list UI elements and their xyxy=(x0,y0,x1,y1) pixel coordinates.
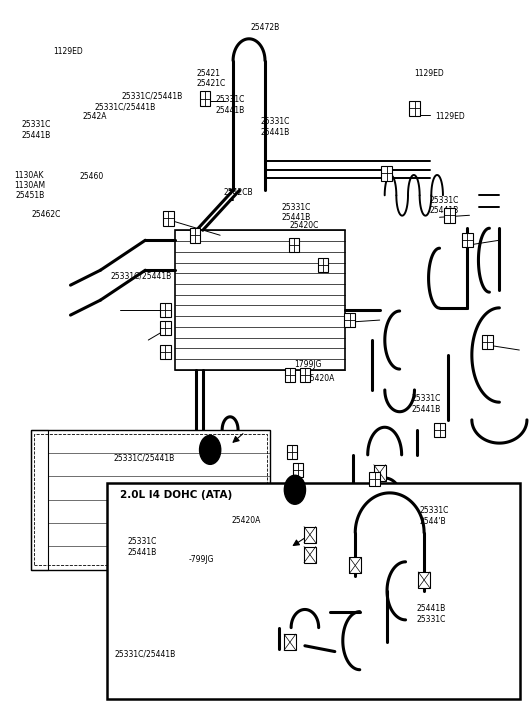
Bar xyxy=(160,321,170,335)
Text: 25331C
25441B: 25331C 25441B xyxy=(411,395,441,414)
Bar xyxy=(409,101,420,116)
Text: 25460: 25460 xyxy=(79,172,104,181)
Bar xyxy=(349,558,361,574)
Bar xyxy=(444,208,455,222)
Bar xyxy=(418,572,430,588)
Text: 25331C
25441B: 25331C 25441B xyxy=(128,537,157,557)
Bar xyxy=(190,228,201,243)
Bar xyxy=(318,258,328,273)
Bar xyxy=(287,445,297,459)
Text: 25331C
25441B: 25331C 25441B xyxy=(281,203,311,222)
Text: 25331C/25441B: 25331C/25441B xyxy=(115,649,176,658)
Bar xyxy=(434,422,445,437)
Bar xyxy=(293,462,303,477)
Text: 25331C/25441B: 25331C/25441B xyxy=(113,454,174,462)
Bar xyxy=(345,313,355,327)
Bar xyxy=(160,303,170,318)
Bar xyxy=(160,345,170,359)
Text: 25421
25421C: 25421 25421C xyxy=(196,68,226,88)
Bar xyxy=(381,166,392,180)
Text: 25331C/25441B: 25331C/25441B xyxy=(110,272,172,281)
Circle shape xyxy=(284,475,305,505)
Text: A: A xyxy=(292,485,298,494)
Bar xyxy=(34,434,267,566)
Bar xyxy=(304,526,316,542)
Text: 25420C: 25420C xyxy=(289,221,319,230)
Text: 1129ED: 1129ED xyxy=(414,69,443,78)
Bar xyxy=(462,233,473,247)
Bar xyxy=(31,430,48,570)
Text: 25462C: 25462C xyxy=(31,209,61,219)
Text: 25331C/25441B: 25331C/25441B xyxy=(122,92,183,101)
Text: A: A xyxy=(207,446,213,454)
Bar xyxy=(482,335,493,349)
Text: 25331C
25441B: 25331C 25441B xyxy=(22,120,52,140)
Bar xyxy=(299,368,310,382)
Bar xyxy=(285,368,295,382)
Bar xyxy=(200,92,210,105)
Text: 1130AK
1130AM: 1130AK 1130AM xyxy=(14,171,45,190)
Text: 1129ED: 1129ED xyxy=(435,112,465,121)
Bar xyxy=(304,547,316,563)
Text: 25331C
25441B: 25331C 25441B xyxy=(430,196,459,215)
Text: 25472B: 25472B xyxy=(251,23,280,32)
Text: 25331C
2544'B: 25331C 2544'B xyxy=(419,506,449,526)
Text: 25441B
25331C: 25441B 25331C xyxy=(416,604,446,624)
Text: 25331C
25441B: 25331C 25441B xyxy=(260,117,289,137)
Text: 25331C/25441B: 25331C/25441B xyxy=(95,103,156,112)
Bar xyxy=(31,430,270,570)
Bar xyxy=(374,465,386,481)
Bar xyxy=(289,238,299,252)
Text: 25420A: 25420A xyxy=(305,374,335,382)
Bar xyxy=(163,211,174,225)
Text: 25331C
25441B: 25331C 25441B xyxy=(215,95,245,115)
Bar xyxy=(107,483,520,699)
Bar xyxy=(370,472,380,486)
Text: -799JG: -799JG xyxy=(189,555,214,564)
Text: 2.0L I4 DOHC (ATA): 2.0L I4 DOHC (ATA) xyxy=(120,491,232,500)
Bar xyxy=(175,230,345,370)
Text: 2542CB: 2542CB xyxy=(223,188,253,198)
Text: 25451B: 25451B xyxy=(15,190,45,200)
Text: 25420A: 25420A xyxy=(231,516,260,526)
Text: 1799JG: 1799JG xyxy=(295,361,322,369)
Text: 1129ED: 1129ED xyxy=(53,47,83,56)
Text: 2542A: 2542A xyxy=(83,112,107,121)
Circle shape xyxy=(200,435,221,465)
Bar xyxy=(284,634,296,650)
